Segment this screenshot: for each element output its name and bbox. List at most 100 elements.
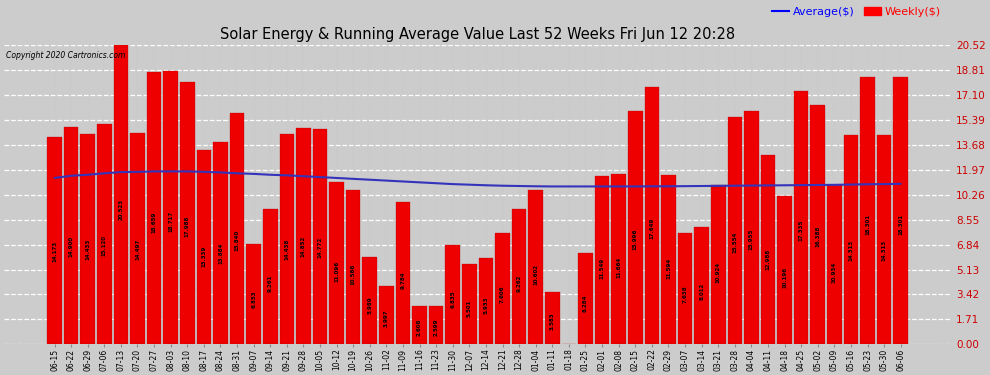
Text: 20.523: 20.523: [119, 199, 124, 220]
Text: 9.784: 9.784: [401, 272, 406, 289]
Text: 2.608: 2.608: [417, 319, 422, 336]
Bar: [711, 185, 726, 344]
Text: 14.900: 14.900: [68, 236, 73, 257]
Text: 12.988: 12.988: [765, 249, 770, 270]
Bar: [197, 150, 211, 344]
Bar: [429, 306, 444, 344]
Bar: [495, 233, 510, 344]
Text: 14.313: 14.313: [882, 240, 887, 261]
Bar: [644, 87, 659, 344]
Text: 17.988: 17.988: [185, 216, 190, 237]
Text: 6.853: 6.853: [251, 291, 256, 308]
Bar: [545, 292, 559, 344]
Text: 15.554: 15.554: [733, 231, 738, 253]
Bar: [578, 253, 593, 344]
Text: 14.438: 14.438: [284, 239, 289, 260]
Bar: [827, 185, 842, 344]
Bar: [760, 155, 775, 344]
Bar: [777, 195, 792, 344]
Text: 13.339: 13.339: [201, 246, 206, 267]
Text: 9.261: 9.261: [267, 275, 272, 292]
Text: 14.497: 14.497: [135, 238, 140, 260]
Bar: [412, 306, 427, 344]
Bar: [63, 127, 78, 344]
Bar: [860, 77, 875, 344]
Text: 13.884: 13.884: [218, 243, 223, 264]
Bar: [529, 190, 543, 344]
Text: 11.549: 11.549: [600, 258, 605, 279]
Text: 14.173: 14.173: [52, 241, 57, 262]
Text: 2.599: 2.599: [434, 319, 439, 336]
Bar: [163, 71, 178, 344]
Bar: [744, 111, 758, 344]
Text: 6.284: 6.284: [583, 294, 588, 312]
Bar: [313, 129, 328, 344]
Bar: [694, 227, 709, 344]
Bar: [446, 244, 460, 344]
Bar: [396, 202, 410, 344]
Text: 10.602: 10.602: [534, 264, 539, 285]
Bar: [346, 190, 360, 344]
Bar: [379, 286, 394, 344]
Bar: [877, 135, 891, 344]
Text: 8.012: 8.012: [699, 283, 704, 300]
Text: 15.840: 15.840: [235, 230, 240, 251]
Bar: [213, 142, 228, 344]
Text: 16.388: 16.388: [816, 226, 821, 248]
Text: 14.772: 14.772: [318, 237, 323, 258]
Bar: [48, 138, 61, 344]
Bar: [661, 175, 676, 344]
Text: 18.301: 18.301: [898, 214, 903, 235]
Bar: [80, 134, 95, 344]
Bar: [296, 128, 311, 344]
Text: 15.955: 15.955: [748, 229, 754, 250]
Bar: [811, 105, 825, 344]
Bar: [362, 257, 377, 344]
Bar: [678, 233, 692, 344]
Text: 7.606: 7.606: [500, 286, 505, 303]
Text: 15.120: 15.120: [102, 235, 107, 256]
Bar: [330, 182, 344, 344]
Bar: [247, 244, 261, 344]
Bar: [180, 82, 195, 344]
Text: 5.501: 5.501: [467, 300, 472, 317]
Text: 6.835: 6.835: [450, 291, 455, 308]
Bar: [843, 135, 858, 344]
Text: 14.852: 14.852: [301, 236, 306, 258]
Text: 5.989: 5.989: [367, 296, 372, 314]
Bar: [462, 264, 476, 344]
Text: 18.717: 18.717: [168, 211, 173, 232]
Text: Copyright 2020 Cartronics.com: Copyright 2020 Cartronics.com: [6, 51, 126, 60]
Legend: Average($), Weekly($): Average($), Weekly($): [767, 2, 945, 21]
Bar: [97, 124, 112, 344]
Title: Solar Energy & Running Average Value Last 52 Weeks Fri Jun 12 20:28: Solar Energy & Running Average Value Las…: [220, 27, 736, 42]
Bar: [478, 258, 493, 344]
Bar: [114, 45, 128, 344]
Text: 11.096: 11.096: [334, 261, 340, 282]
Text: 10.586: 10.586: [350, 264, 355, 285]
Text: 5.933: 5.933: [483, 297, 488, 314]
Text: 10.924: 10.924: [716, 262, 721, 283]
Bar: [230, 113, 245, 344]
Bar: [279, 134, 294, 344]
Text: 14.313: 14.313: [848, 240, 853, 261]
Bar: [147, 72, 161, 344]
Text: 18.659: 18.659: [151, 211, 156, 232]
Text: 3.997: 3.997: [384, 309, 389, 327]
Text: 7.638: 7.638: [682, 285, 687, 303]
Bar: [130, 133, 145, 344]
Text: 11.664: 11.664: [616, 257, 621, 278]
Text: 10.934: 10.934: [832, 262, 837, 283]
Bar: [612, 174, 626, 344]
Text: 17.649: 17.649: [649, 218, 654, 239]
Text: 9.262: 9.262: [517, 275, 522, 292]
Text: 18.301: 18.301: [865, 214, 870, 235]
Text: 15.996: 15.996: [633, 229, 638, 250]
Bar: [893, 77, 908, 344]
Bar: [512, 209, 527, 344]
Text: 11.594: 11.594: [666, 258, 671, 279]
Bar: [628, 111, 643, 344]
Bar: [595, 176, 610, 344]
Bar: [794, 92, 809, 344]
Text: 10.196: 10.196: [782, 267, 787, 288]
